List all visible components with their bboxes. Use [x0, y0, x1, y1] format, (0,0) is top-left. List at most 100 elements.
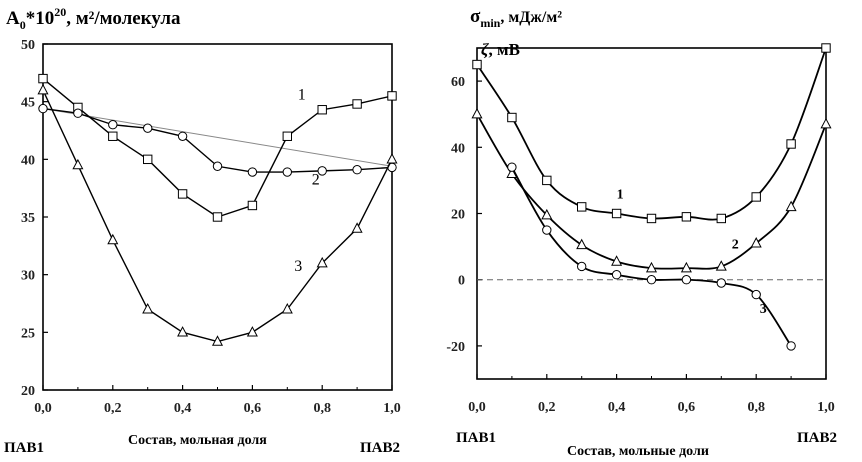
right-chart: σmin, мДж/м² ζ, мВ 0,0 0,2 0,4 0,6 0,8 1,0 -20… [446, 6, 837, 459]
y-tick-label: 0 [458, 274, 465, 289]
series-3-point [507, 162, 517, 172]
series-2-point [143, 123, 153, 133]
series-2-point [576, 238, 588, 250]
series-3-point [646, 275, 657, 285]
series-2-point [317, 166, 327, 176]
x-tick-label: 0,4 [174, 401, 192, 416]
x-tick-label: 0,0 [34, 401, 52, 416]
right-component-right: ПАВ2 [797, 430, 837, 446]
y-tick-label: 40 [21, 153, 35, 168]
series-2-point [282, 167, 292, 177]
right-axis-ticks: 0,0 0,2 0,4 0,6 0,8 1,0 -20 0 20 40 60 [446, 75, 834, 415]
series-3-point [316, 256, 328, 268]
series-line-1 [476, 47, 827, 221]
series-3-point [577, 261, 587, 272]
series-3-point [716, 278, 726, 288]
series-1-point [143, 154, 153, 165]
x-tick-label: 0,2 [538, 400, 556, 415]
series-1-point [611, 208, 622, 219]
x-tick-label: 0,8 [747, 400, 765, 415]
series-3-point [351, 222, 363, 233]
x-tick-label: 1,0 [817, 400, 835, 415]
series-2-point [680, 261, 692, 273]
y-tick-label: 50 [21, 38, 35, 53]
left-component-right: ПАВ2 [360, 440, 400, 456]
series-1-point [247, 200, 258, 211]
series-1-point [786, 139, 796, 149]
series-2-point [715, 260, 727, 271]
right-y-axis-title-bottom: ζ, мВ [481, 40, 520, 59]
y-tick-label: 25 [21, 326, 35, 341]
series-line-2 [476, 113, 827, 270]
y-tick-label: 45 [21, 96, 35, 111]
series-1-point [716, 213, 726, 224]
left-x-axis-title: Состав, мольная доля [128, 433, 267, 448]
right-curve-labels: 1 2 3 [617, 188, 767, 317]
series-3-point [177, 326, 189, 337]
y-tick-label: 30 [21, 269, 35, 284]
series-1-point [542, 175, 552, 186]
series-2-point [541, 208, 553, 220]
x-tick-label: 0,4 [608, 400, 626, 415]
series-2-point [212, 161, 223, 171]
series-2-point [611, 255, 623, 266]
series-1-point [38, 73, 48, 84]
y-tick-label: 35 [21, 211, 35, 226]
x-tick-label: 0,6 [244, 401, 262, 416]
left-series-group [37, 73, 398, 346]
curve-label-2: 2 [312, 172, 320, 189]
series-3-point [611, 270, 622, 280]
x-tick-label: 0,2 [104, 401, 122, 416]
y-tick-label: -20 [446, 340, 465, 355]
series-2-point [177, 131, 188, 141]
series-2-point [108, 120, 118, 130]
left-additivity-line [42, 108, 393, 167]
series-1-point [212, 212, 223, 222]
left-component-left: ПАВ1 [4, 440, 44, 456]
right-plot-frame [476, 47, 827, 380]
series-2-point [750, 237, 762, 248]
series-3-point [211, 335, 224, 346]
series-1-point [507, 112, 517, 123]
series-3-point [37, 83, 49, 95]
right-y-axis-title-top: σmin, мДж/м² [470, 6, 562, 30]
right-x-axis-title: Состав, мольные доли [567, 444, 709, 459]
curve-label-3: 3 [760, 302, 767, 317]
left-axis-ticks: 0,0 0,2 0,4 0,6 0,8 1,0 20 25 30 35 40 45 50 [21, 38, 401, 416]
left-chart: A0*1020, м²/молекула 0,0 0,2 0,4 0,6 0,8 1,0 2… [4, 5, 401, 456]
series-1-point [472, 59, 482, 70]
series-1-point [352, 99, 362, 109]
x-tick-label: 1,0 [383, 401, 401, 416]
curve-label-2: 2 [732, 237, 739, 252]
series-1-point [646, 213, 657, 224]
series-1-point [177, 189, 188, 199]
series-2-point [471, 107, 483, 119]
series-3-point [107, 233, 119, 245]
series-2-point [247, 167, 258, 177]
y-tick-label: 20 [21, 384, 35, 399]
series-1-point [387, 91, 397, 101]
series-3-point [751, 289, 761, 300]
x-tick-label: 0,6 [678, 400, 696, 415]
series-3-point [681, 275, 692, 285]
y-tick-label: 60 [451, 75, 465, 90]
series-2-point [785, 200, 797, 212]
series-1-point [317, 105, 327, 115]
series-3-point [72, 158, 84, 170]
series-line-1 [42, 78, 393, 218]
series-1-point [821, 43, 831, 53]
series-1-point [577, 202, 587, 212]
series-3-point [281, 302, 293, 314]
series-1-point [751, 192, 761, 202]
series-3-point [386, 153, 398, 164]
series-3-point [786, 341, 796, 351]
series-3-point [246, 326, 258, 337]
series-1-point [282, 131, 293, 141]
series-line-3 [511, 166, 792, 347]
x-tick-label: 0,8 [313, 401, 331, 416]
y-tick-label: 40 [451, 141, 465, 156]
series-2-point [73, 108, 83, 118]
curve-label-1: 1 [617, 188, 624, 203]
series-2-point [645, 261, 658, 273]
